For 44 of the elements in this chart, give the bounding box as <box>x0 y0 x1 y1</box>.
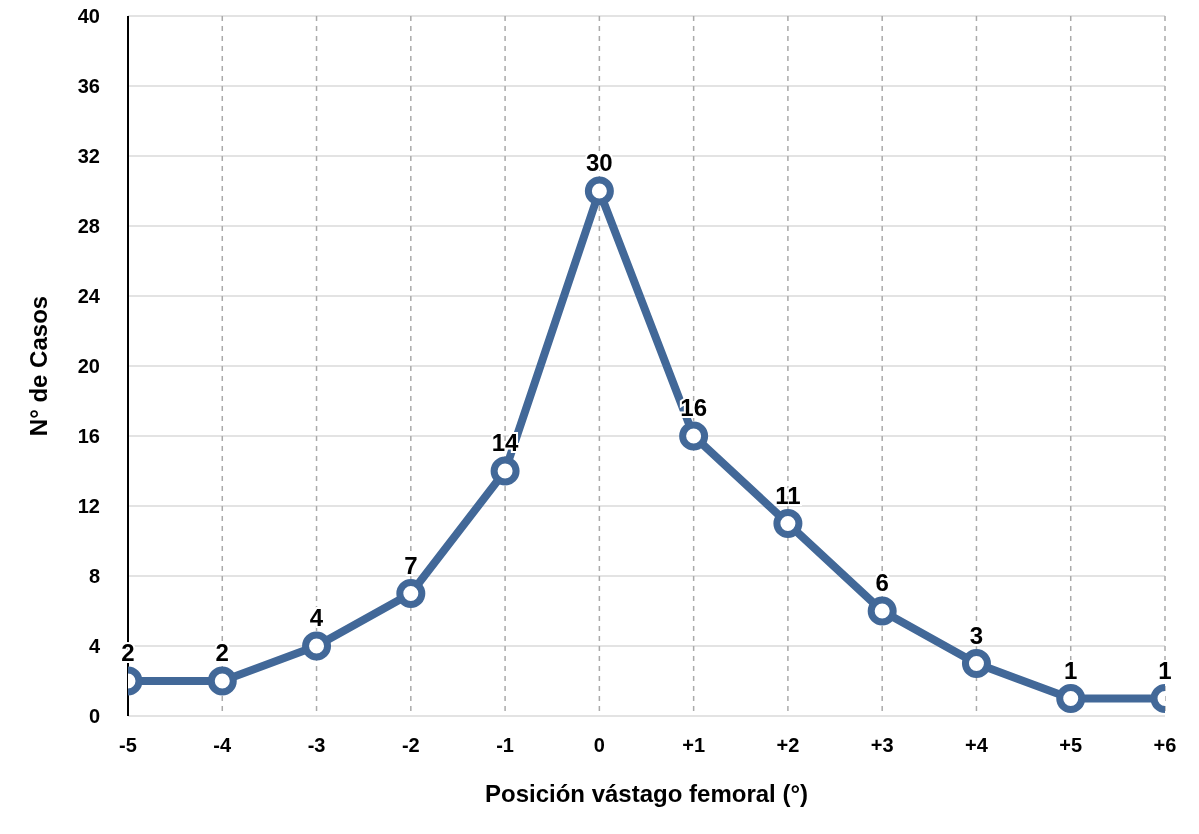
point <box>396 579 426 608</box>
x-tick-label: -3 <box>307 734 326 757</box>
point <box>584 176 614 206</box>
x-tick-label: +3 <box>870 734 894 757</box>
x-tick-label: 0 <box>593 734 605 757</box>
y-tick-label: 28 <box>77 215 100 238</box>
x-tick-label: +6 <box>1153 734 1177 757</box>
data-label: 3 <box>969 621 984 649</box>
data-label: 6 <box>875 569 889 596</box>
data-label: 2 <box>215 639 229 666</box>
y-tick-label: 24 <box>77 285 101 308</box>
data-label: 30 <box>586 149 613 176</box>
x-tick-label: -1 <box>496 734 514 757</box>
y-axis-title: N° de Casos <box>24 295 52 437</box>
x-tick-label: -2 <box>401 734 420 757</box>
point <box>961 649 991 678</box>
data-label: 1 <box>1158 656 1172 684</box>
y-tick-label: 0 <box>88 705 100 728</box>
data-label: 7 <box>404 551 418 579</box>
point <box>773 509 803 538</box>
x-tick-label: -5 <box>119 734 137 757</box>
point <box>302 631 332 661</box>
data-label: 1 <box>1064 656 1078 684</box>
point <box>207 666 237 696</box>
point <box>490 456 520 486</box>
y-tick-label: 8 <box>88 565 100 588</box>
y-tick-label: 12 <box>77 495 100 518</box>
y-tick-label: 40 <box>77 5 100 28</box>
data-label: 11 <box>775 481 801 509</box>
x-tick-label: -4 <box>213 734 233 757</box>
x-axis-title: Posición vástago femoral (°) <box>484 780 809 807</box>
x-tick-label: +4 <box>965 734 989 757</box>
x-tick-label: +2 <box>776 734 800 757</box>
point <box>1056 684 1086 713</box>
y-tick-label: 20 <box>77 355 100 378</box>
x-tick-label: +1 <box>682 734 706 757</box>
y-tick-label: 32 <box>77 145 100 168</box>
y-tick-label: 36 <box>77 75 100 98</box>
point <box>679 421 709 451</box>
data-label: 4 <box>309 604 324 631</box>
point <box>867 596 897 626</box>
y-tick-label: 4 <box>88 635 101 658</box>
x-tick-label: +5 <box>1059 734 1083 757</box>
y-tick-label: 16 <box>77 425 100 448</box>
